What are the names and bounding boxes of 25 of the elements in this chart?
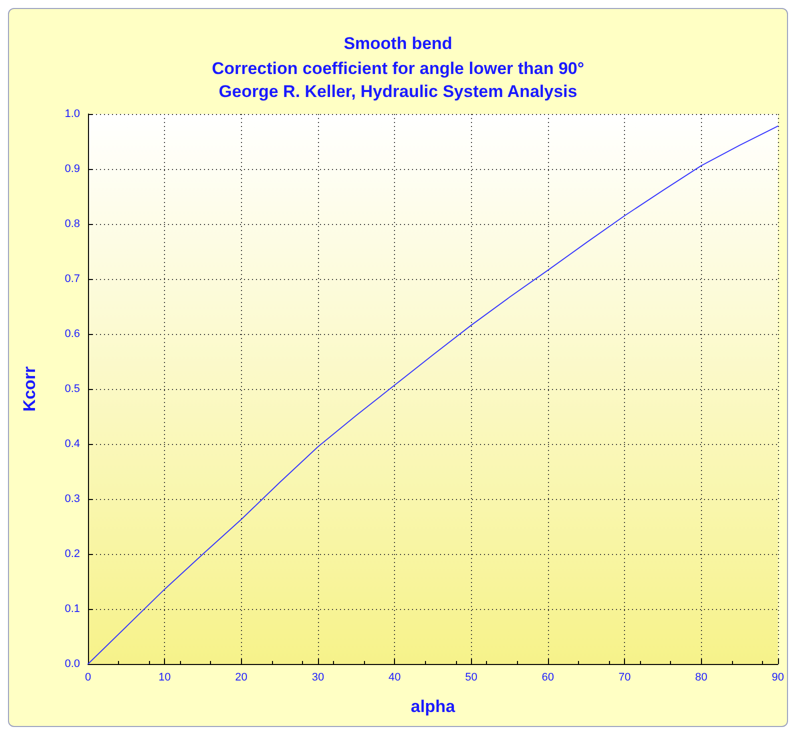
y-tick-label: 0.1	[64, 603, 80, 615]
y-tick-label: 0.5	[64, 383, 80, 395]
x-tick-label: 60	[542, 672, 554, 684]
x-tick-label: 80	[695, 672, 708, 684]
x-tick-label: 90	[772, 672, 784, 684]
y-tick-label: 0.6	[64, 328, 80, 340]
chart-subtitle: Correction coefficient for angle lower than 90° George R. Keller, Hydraulic System Analysis	[212, 59, 584, 101]
y-tick-label: 0.0	[64, 658, 80, 670]
x-tick-label: 70	[618, 672, 631, 684]
chart-title: Smooth bend	[344, 34, 452, 53]
x-tick-label: 50	[465, 672, 478, 684]
x-tick-label: 0	[84, 672, 92, 684]
x-tick-label: 20	[235, 672, 248, 684]
x-tick-label: 40	[388, 672, 401, 684]
y-tick-label: 0.9	[64, 163, 80, 175]
y-tick-label: 0.8	[64, 218, 80, 230]
x-tick-label: 30	[312, 672, 324, 684]
y-tick-label: 0.2	[64, 548, 80, 560]
y-axis-title: Kcorr	[20, 366, 39, 412]
y-tick-label: 0.3	[64, 493, 80, 505]
y-tick-label: 1.0	[64, 108, 80, 120]
y-tick-label: 0.4	[64, 438, 80, 450]
x-axis-title: alpha	[410, 697, 456, 716]
y-tick-label: 0.7	[64, 273, 80, 285]
x-tick-label: 10	[158, 672, 171, 684]
